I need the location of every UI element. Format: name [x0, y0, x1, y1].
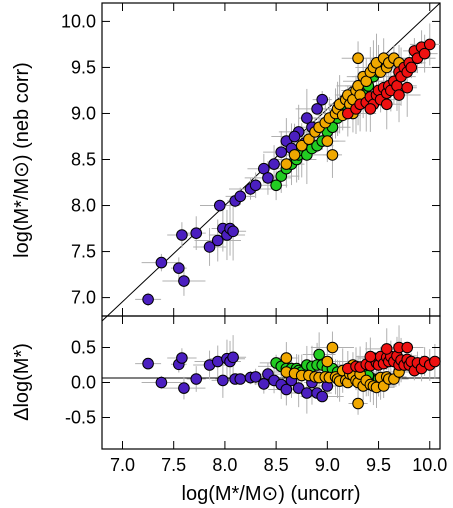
x-tick-label: 9.5 — [366, 455, 391, 475]
data-point — [227, 225, 239, 238]
data-point — [380, 98, 393, 111]
y-tick-label: 8.5 — [71, 150, 96, 170]
data-point — [423, 38, 436, 51]
y-tick-label: 10.0 — [61, 11, 96, 31]
data-point — [268, 158, 280, 170]
data-point — [258, 378, 270, 390]
top-y-axis-label: log(M*/M⊙) (neb corr) — [11, 62, 33, 258]
data-point — [352, 52, 364, 65]
data-point — [155, 376, 168, 389]
data-point — [380, 343, 393, 355]
top-y-ticks: 7.0 7.5 8.0 8.5 9.0 9.5 10.0 — [61, 11, 440, 308]
data-point — [280, 383, 293, 396]
y-tick-label: 0.0 — [71, 373, 96, 393]
data-point — [234, 373, 247, 385]
data-point — [418, 47, 431, 60]
y-tick-label: 7.0 — [71, 288, 96, 308]
data-point — [178, 382, 190, 394]
data-point — [364, 103, 377, 115]
x-axis-label: log(M*/M⊙) (uncorr) — [182, 483, 361, 505]
data-point — [280, 158, 293, 170]
x-tick-label: 7.5 — [161, 455, 186, 475]
y-tick-label: 0.5 — [71, 338, 96, 358]
data-point — [142, 293, 154, 306]
data-point — [234, 190, 247, 203]
y-tick-label: 8.0 — [71, 196, 96, 216]
data-point — [178, 275, 190, 287]
data-point — [142, 357, 154, 370]
data-point — [429, 355, 441, 368]
data-point — [311, 103, 323, 115]
data-point — [316, 93, 329, 106]
data-point — [405, 61, 418, 74]
data-point — [321, 355, 334, 368]
data-point — [249, 371, 262, 383]
data-point — [326, 149, 339, 161]
data-point — [275, 146, 288, 158]
bottom-data-points — [142, 341, 441, 410]
data-point — [393, 89, 405, 101]
x-tick-label: 8.5 — [264, 455, 289, 475]
data-point — [313, 348, 325, 361]
y-tick-label: -0.5 — [65, 408, 96, 428]
data-point — [321, 135, 334, 147]
data-point — [176, 352, 188, 364]
x-tick-label: 10.0 — [412, 455, 447, 475]
data-point — [217, 374, 229, 387]
data-point — [288, 130, 301, 143]
data-point — [249, 179, 262, 192]
data-point — [203, 241, 216, 253]
bottom-x-ticks: 7.0 7.5 8.0 8.5 9.0 9.5 10.0 — [110, 316, 447, 475]
data-point — [326, 341, 339, 354]
top-data-points — [142, 38, 436, 306]
data-point — [401, 341, 414, 354]
data-point — [316, 390, 329, 403]
data-point — [176, 229, 188, 241]
y-tick-label: 9.0 — [71, 103, 96, 123]
data-point — [295, 139, 308, 152]
data-point — [213, 199, 226, 212]
data-point — [270, 179, 282, 192]
bottom-y-axis-label: Δlog(M*) — [11, 343, 33, 421]
data-point — [301, 387, 313, 399]
data-point — [173, 262, 185, 274]
data-point — [155, 256, 168, 269]
data-point — [211, 234, 224, 247]
data-point — [227, 351, 239, 364]
bottom-y-ticks: 0.5 0.0 -0.5 — [65, 338, 440, 428]
data-point — [262, 172, 274, 184]
data-point — [303, 133, 315, 146]
top-panel: 7.0 7.5 8.0 8.5 9.0 9.5 10.0 log(M*/M⊙) (neb c… — [11, 2, 441, 322]
data-point — [352, 397, 364, 410]
y-tick-label: 9.5 — [71, 57, 96, 77]
top-x-ticks — [121, 3, 431, 316]
data-point — [288, 149, 301, 161]
data-point — [364, 350, 377, 363]
data-point — [280, 352, 293, 364]
data-point — [190, 373, 203, 385]
x-tick-label: 9.0 — [315, 455, 340, 475]
bottom-panel: 7.0 7.5 8.0 8.5 9.0 9.5 10.0 0.5 0.0 -0.5 Δlog(M… — [11, 315, 447, 505]
data-point — [301, 112, 313, 124]
data-point — [401, 81, 414, 94]
y-tick-label: 7.5 — [71, 242, 96, 262]
x-tick-label: 8.0 — [212, 455, 237, 475]
x-tick-label: 7.0 — [110, 455, 135, 475]
data-point — [190, 227, 203, 239]
